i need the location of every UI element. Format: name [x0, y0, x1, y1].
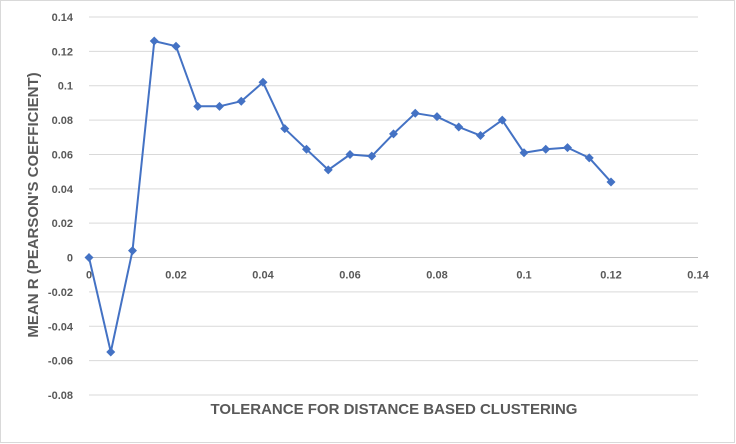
- y-axis-title: MEAN R (PEARSON'S COEFFICIENT): [25, 72, 42, 337]
- data-point-marker: [171, 41, 181, 51]
- series-line-group: [88, 40, 612, 353]
- data-point-marker: [606, 177, 616, 187]
- data-point-marker: [497, 115, 507, 125]
- data-point-marker: [193, 101, 203, 111]
- data-point-marker: [128, 246, 137, 256]
- x-tick-label: 0: [86, 270, 92, 282]
- data-point-marker: [476, 131, 485, 141]
- y-tick-label: -0.02: [48, 287, 73, 299]
- y-tick-label: 0.14: [52, 12, 74, 24]
- y-tick-label: -0.06: [48, 356, 73, 368]
- y-tick-label: -0.04: [48, 321, 74, 333]
- data-point-marker: [345, 149, 355, 159]
- data-point-marker: [323, 165, 333, 175]
- data-point-marker: [584, 153, 594, 163]
- data-point-marker: [389, 129, 398, 139]
- y-tick-label: 0.02: [52, 218, 73, 230]
- y-tick-label: 0.1: [58, 81, 73, 93]
- data-point-marker: [302, 144, 311, 154]
- y-tick-label: 0: [67, 253, 73, 265]
- x-tick-label: 0.06: [339, 270, 360, 282]
- y-tick-label: 0.04: [52, 184, 74, 196]
- gridlines: [89, 16, 698, 396]
- y-tick-label: -0.08: [48, 390, 73, 402]
- x-tick-label: 0.14: [687, 270, 709, 282]
- data-point-marker: [258, 77, 268, 87]
- data-point-marker: [84, 253, 94, 263]
- data-point-marker: [541, 144, 551, 154]
- x-tick-label: 0.04: [252, 270, 274, 282]
- data-point-marker: [432, 112, 442, 122]
- x-tick-label: 0.02: [165, 270, 186, 282]
- x-axis-tick-labels: 0 0.02 0.04 0.06 0.08 0.1 0.12 0.14: [86, 270, 710, 282]
- series-markers: [84, 36, 616, 357]
- data-point-marker: [563, 143, 572, 153]
- y-tick-label: 0.06: [52, 149, 73, 161]
- x-axis-title: TOLERANCE FOR DISTANCE BASED CLUSTERING: [211, 401, 578, 418]
- y-tick-label: 0.12: [52, 46, 73, 58]
- y-axis-tick-labels: 0.14 0.12 0.1 0.08 0.06 0.04 0.02 0 -0.02 -0.04 -0…: [48, 12, 74, 402]
- data-point-marker: [367, 151, 377, 161]
- x-tick-label: 0.08: [426, 270, 447, 282]
- data-point-marker: [280, 124, 290, 134]
- x-tick-label: 0.12: [600, 270, 621, 282]
- data-point-marker: [454, 122, 464, 132]
- data-point-marker: [236, 96, 246, 106]
- data-point-marker: [410, 108, 420, 118]
- data-point-marker: [149, 36, 159, 46]
- data-point-marker: [215, 101, 224, 111]
- data-point-marker: [106, 347, 116, 357]
- x-tick-label: 0.1: [516, 270, 531, 282]
- y-tick-label: 0.08: [52, 115, 73, 127]
- data-point-marker: [519, 148, 529, 158]
- series-line: [88, 40, 612, 353]
